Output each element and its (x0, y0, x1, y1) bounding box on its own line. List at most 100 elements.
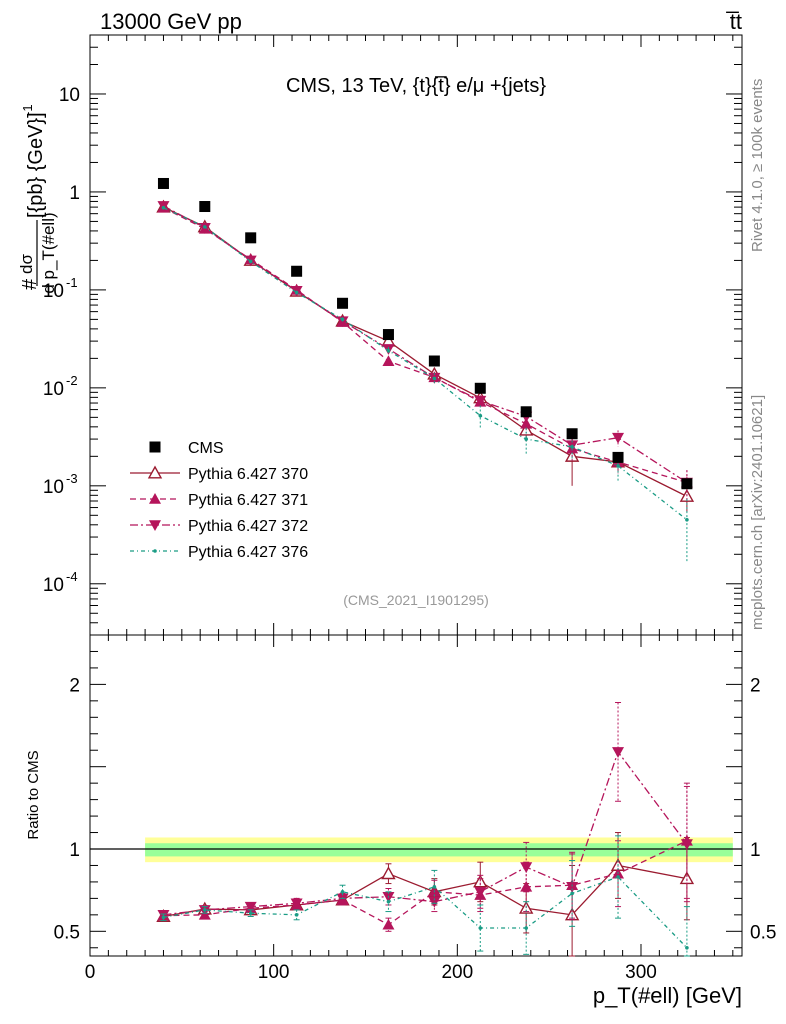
ratio-series-line (163, 750, 688, 916)
cms-data-point (681, 478, 693, 490)
energy-label: 13000 GeV pp (100, 9, 242, 34)
y-label-units-exponent: -1 (20, 104, 35, 116)
process-label: t̅t (726, 9, 742, 34)
legend-marker (149, 493, 161, 504)
ratio-series-point (244, 901, 257, 913)
ratio-series-point (382, 918, 395, 930)
main-series-point (616, 464, 620, 468)
main-series-point (340, 317, 345, 322)
plot-title: CMS, 13 TeV, {t}{t̅} e/μ +{jets} (286, 75, 546, 97)
legend-label: Pythia 6.427 372 (188, 518, 308, 535)
ratio-series-point (524, 926, 528, 930)
cms-data-points (157, 177, 693, 490)
legend-label: Pythia 6.427 376 (188, 544, 308, 561)
ratio-series-point (202, 908, 207, 912)
ratio-series-point (616, 875, 620, 879)
ratio-series-line (163, 876, 688, 949)
ratio-series-line (163, 840, 688, 926)
main-series-line (163, 207, 688, 521)
main-series-point (570, 445, 574, 449)
cms-data-point (428, 355, 440, 367)
main-series-line (163, 206, 688, 497)
main-series-line (163, 207, 688, 484)
ratio-series-point (161, 915, 166, 920)
ratio-series-line (163, 864, 688, 918)
cms-data-point (337, 297, 349, 309)
ratio-series-point (474, 887, 487, 898)
cms-data-point (157, 177, 169, 189)
ratio-series-point (336, 893, 349, 905)
y-label-numerator: dσ (17, 254, 36, 274)
ratio-series-point (432, 885, 437, 889)
y-tick-label-exponent: -2 (66, 373, 78, 388)
ratio-panel-frame (89, 634, 743, 957)
ratio-series-point (248, 911, 253, 915)
ratio-series-point (520, 862, 533, 874)
main-series-point (432, 376, 437, 381)
main-series-point (294, 290, 299, 295)
y-tick-label: 10 (43, 575, 64, 596)
main-series-point (386, 348, 391, 353)
main-series-point (202, 225, 207, 229)
y-tick-label-exponent: -1 (66, 275, 78, 290)
y-tick-label: 10 (59, 85, 80, 106)
main-series-point (474, 395, 487, 407)
mcplots-label: mcplots.cern.ch [arXiv:2401.10621] (749, 395, 766, 630)
cms-data-point (382, 329, 394, 341)
cms-data-point (199, 201, 211, 213)
main-panel-series (156, 199, 695, 562)
main-series-line (163, 205, 688, 484)
ratio-series-point (340, 890, 345, 894)
rivet-version-label: Rivet 4.1.0, ≥ 100k events (749, 79, 766, 252)
legend-marker (153, 549, 157, 553)
cms-data-point (474, 382, 486, 394)
cms-data-point (245, 232, 257, 244)
ratio-series-point (386, 899, 391, 904)
main-series-point (478, 413, 483, 418)
cms-data-point (291, 265, 303, 277)
ratio-series-point (566, 882, 579, 893)
y-axis-label: # dσ d p_T(#ell) [{pb} {GeV}] -1 (17, 104, 58, 293)
ratio-series-point (612, 747, 625, 758)
y-tick-label-exponent: -3 (66, 471, 78, 486)
ratio-panel-series (156, 701, 695, 957)
y-tick-label: 10 (43, 477, 64, 498)
ratio-series-point (381, 866, 396, 880)
legend-label: Pythia 6.427 370 (188, 466, 308, 483)
legend-marker (147, 465, 163, 479)
ratio-series-point (428, 896, 441, 908)
y-label-prefix: # (19, 278, 41, 290)
ratio-series-point (294, 913, 299, 917)
green-uncertainty-band (145, 843, 733, 857)
cms-data-point (612, 451, 624, 463)
legend: CMS Pythia 6.427 370 Pythia 6.427 371 Pythi… (130, 440, 308, 561)
ratio-y-tick-label: 0.5 (54, 922, 80, 943)
ratio-series-point (570, 891, 574, 896)
y-tick-label: 10 (43, 379, 64, 400)
main-series-point (248, 259, 253, 264)
main-series-point (161, 205, 166, 210)
legend-label: Pythia 6.427 371 (188, 492, 308, 509)
main-series-point (382, 355, 395, 367)
ratio-y-tick-label-right: 1 (750, 840, 761, 861)
x-tick-label: 300 (625, 962, 657, 983)
ratio-series-point (520, 880, 533, 892)
x-tick-label: 0 (85, 962, 96, 983)
y-tick-label: 10 (43, 281, 64, 302)
reference-label: (CMS_2021_I1901295) (343, 592, 489, 608)
ratio-series-point (478, 926, 483, 930)
y-tick-label: 1 (69, 183, 80, 204)
cms-data-point (520, 406, 532, 418)
ratio-y-tick-label-right: 2 (750, 675, 761, 696)
y-tick-label-exponent: -4 (66, 569, 78, 584)
legend-marker (149, 520, 161, 531)
y-label-units: [{pb} {GeV}] (25, 112, 47, 218)
legend-marker-cms (149, 441, 161, 453)
ratio-uncertainty-bands (145, 837, 733, 863)
main-series-point (524, 437, 528, 441)
ratio-series-point (685, 945, 689, 950)
cms-data-point (566, 428, 578, 440)
x-axis-label: p_T(#ell) [GeV] (593, 983, 742, 1008)
